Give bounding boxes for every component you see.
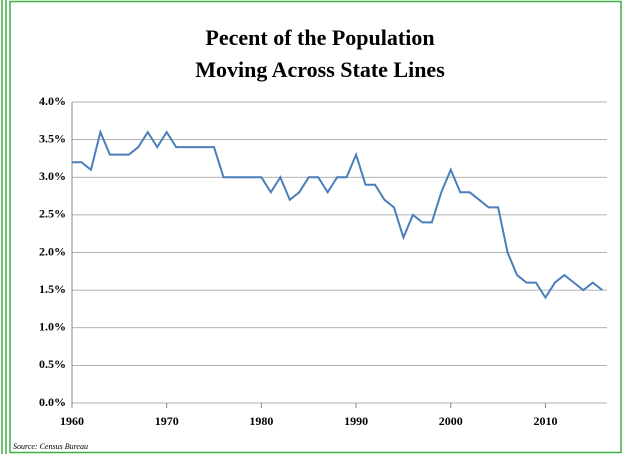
y-tick-label: 4.0% — [39, 94, 66, 108]
x-tick-label: 2010 — [533, 414, 557, 428]
source-note: Source: Census Bureau — [13, 442, 88, 451]
y-tick-label: 0.0% — [39, 395, 66, 409]
y-tick-label: 1.0% — [39, 320, 66, 334]
y-tick-label: 2.5% — [39, 207, 66, 221]
chart-title: Moving Across State Lines — [195, 57, 445, 82]
frame — [9, 0, 622, 454]
y-tick-label: 3.0% — [39, 169, 66, 183]
y-tick-label: 1.5% — [39, 282, 66, 296]
x-tick-label: 1980 — [249, 414, 273, 428]
chart-title: Pecent of the Population — [205, 25, 434, 50]
x-tick-label: 2000 — [439, 414, 463, 428]
y-tick-label: 2.0% — [39, 244, 66, 258]
data-line — [72, 128, 603, 300]
x-tick-label: 1960 — [60, 414, 84, 428]
x-tick-label: 1990 — [344, 414, 368, 428]
y-tick-label: 0.5% — [39, 357, 66, 371]
x-tick-label: 1970 — [155, 414, 179, 428]
y-tick-label: 3.5% — [39, 131, 66, 145]
